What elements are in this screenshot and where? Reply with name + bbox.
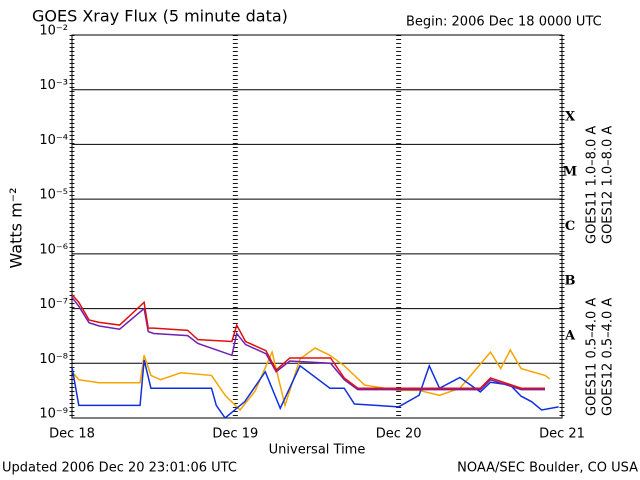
x-tick-label: Dec 19: [212, 427, 258, 442]
series-line: [72, 294, 545, 389]
x-axis-label: Universal Time: [269, 443, 366, 458]
y-tick-label: 10⁻³: [39, 78, 68, 93]
legend-label: GOES12 0.5–4.0 A: [601, 298, 616, 416]
y-tick-label: 10⁻⁷: [39, 297, 68, 312]
x-tick-label: Dec 18: [49, 427, 95, 442]
y-tick-label: 10⁻⁸: [39, 352, 68, 367]
x-tick-label: Dec 20: [376, 427, 422, 442]
source-label: NOAA/SEC Boulder, CO USA: [457, 461, 638, 476]
series-line: [72, 296, 545, 391]
flare-class: A: [564, 328, 576, 343]
updated-label: Updated 2006 Dec 20 23:01:06 UTC: [2, 461, 237, 476]
series-line: [72, 359, 559, 418]
y-tick-label: 10⁻²: [39, 24, 68, 39]
plot-lines: [72, 294, 559, 418]
flare-class: X: [565, 110, 576, 125]
series-line: [72, 347, 551, 412]
legend-label: GOES11 0.5–4.0 A: [585, 298, 600, 416]
flare-class: C: [565, 219, 575, 234]
x-tick-label: Dec 21: [539, 427, 585, 442]
legend-label: GOES11 1.0–8.0 A: [585, 126, 600, 244]
begin-label: Begin: 2006 Dec 18 0000 UTC: [406, 15, 602, 30]
y-tick-label: 10⁻⁹: [39, 407, 68, 422]
y-tick-label: 10⁻⁶: [39, 242, 68, 257]
y-tick-label: 10⁻⁵: [39, 188, 68, 203]
y-axis-label: Watts m⁻²: [7, 187, 26, 268]
chart-title: GOES Xray Flux (5 minute data): [32, 7, 288, 26]
flare-class: B: [565, 274, 576, 289]
y-tick-label: 10⁻⁴: [39, 133, 68, 148]
legend-label: GOES12 1.0–8.0 A: [601, 126, 616, 244]
flare-class: M: [563, 164, 577, 179]
